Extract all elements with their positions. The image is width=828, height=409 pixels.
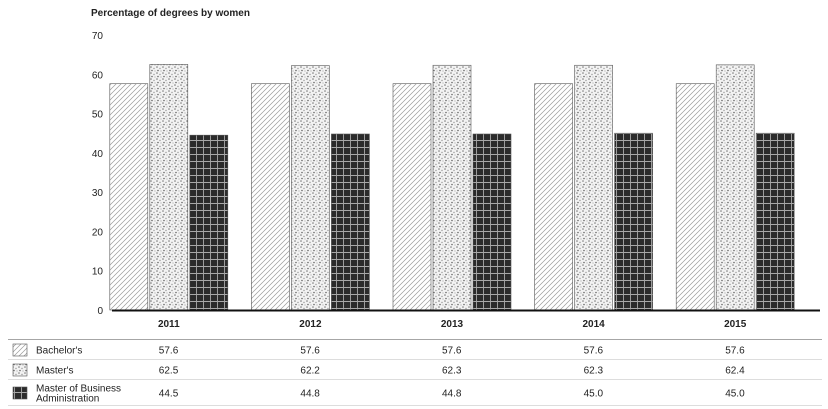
bar-stipple-2015	[715, 64, 755, 311]
y-tick-label: 70	[92, 31, 104, 42]
y-tick-label: 50	[92, 110, 104, 121]
y-tick-label: 20	[92, 227, 104, 238]
bar-grid-2012	[331, 133, 370, 311]
table-value: 62.3	[442, 366, 462, 377]
bar-diagonal-2013	[392, 83, 432, 311]
legend-swatch-stipple	[12, 363, 28, 377]
y-tick-label: 0	[97, 306, 103, 317]
bar-stipple-2012	[291, 65, 330, 311]
x-tick-label: 2013	[441, 319, 464, 330]
legend-label: Master's	[36, 366, 73, 377]
table-value: 62.3	[584, 366, 604, 377]
y-tick-label: 10	[92, 267, 104, 278]
bar-diagonal-2012	[251, 83, 290, 311]
bar-stipple-2013	[432, 64, 472, 311]
table-value: 45.0	[584, 389, 604, 400]
y-tick-label: 40	[92, 149, 104, 160]
table-value: 44.5	[159, 389, 179, 400]
bar-diagonal-2011	[109, 83, 149, 311]
table-value: 57.6	[300, 346, 320, 357]
x-tick-label: 2012	[299, 319, 322, 330]
table-value: 44.8	[300, 389, 320, 400]
y-axis-ticks: 0 10 20 30 40 50 60 70	[92, 31, 104, 317]
x-tick-label: 2011	[158, 319, 180, 330]
bar-grid-2011	[189, 134, 229, 311]
bar-grid-2013	[472, 133, 512, 311]
chart-title: Percentage of degrees by women	[91, 8, 250, 19]
legend-swatch-diagonal	[12, 343, 28, 357]
table-value: 44.8	[442, 389, 462, 400]
bar-stipple-2011	[149, 64, 189, 311]
table-value: 57.6	[159, 346, 179, 357]
y-tick-label: 30	[92, 188, 104, 199]
bar-diagonal-2014	[534, 83, 573, 311]
x-tick-label: 2015	[724, 319, 747, 330]
table-value: 62.5	[159, 366, 179, 377]
x-tick-label: 2014	[582, 319, 605, 330]
table-value: 45.0	[725, 389, 745, 400]
bars	[109, 64, 795, 311]
table-value: 57.6	[584, 346, 604, 357]
legend-label: Master of Business	[36, 384, 121, 395]
y-tick-label: 60	[92, 70, 104, 81]
bar-diagonal-2015	[675, 83, 715, 311]
table-value: 57.6	[442, 346, 462, 357]
legend-label: Bachelor's	[36, 346, 82, 357]
bar-stipple-2014	[574, 64, 613, 311]
bar-grid-2015	[755, 132, 795, 311]
data-table: Bachelor's 57.6 57.6 57.6 57.6 57.6 Master's 62…	[8, 339, 822, 406]
legend-label: Administration	[36, 394, 99, 405]
table-value: 57.6	[725, 346, 745, 357]
table-value: 62.2	[300, 366, 320, 377]
x-axis: 2011 2012 2013 2014 2015	[112, 309, 820, 330]
bar-grid-2014	[614, 132, 653, 311]
table-value: 62.4	[725, 366, 745, 377]
legend-swatch-grid	[12, 386, 28, 400]
